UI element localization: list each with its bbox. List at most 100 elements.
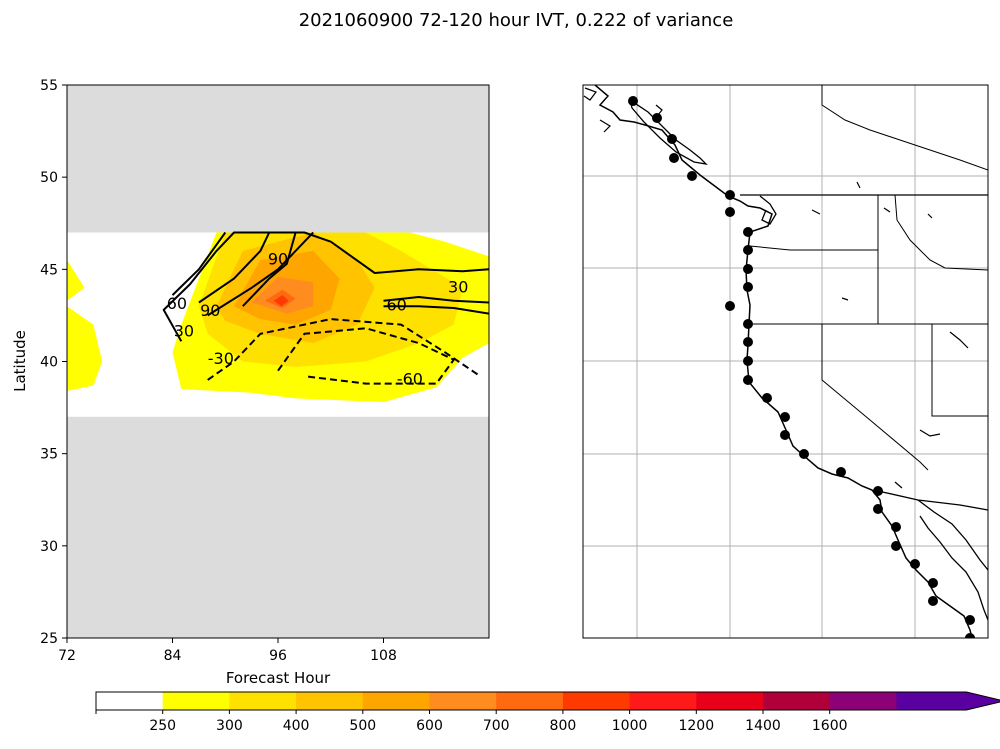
figure-title: 2021060900 72-120 hour IVT, 0.222 of var… — [299, 10, 734, 31]
track-point — [743, 375, 753, 385]
colorbar-segment — [296, 692, 364, 710]
track-point — [873, 504, 883, 514]
track-point — [799, 449, 809, 459]
track-point — [891, 522, 901, 532]
contour-label: 60 — [387, 296, 407, 315]
track-point — [873, 486, 883, 496]
northern-islands — [583, 87, 663, 133]
colorbar-extend-arrow — [896, 692, 1000, 710]
y-axis-ticks: 25 30 35 40 45 50 55 — [40, 78, 67, 647]
track-point — [725, 207, 735, 217]
track-point — [910, 559, 920, 569]
track-point — [743, 319, 753, 329]
track-point — [965, 633, 975, 638]
track-point — [743, 245, 753, 255]
x-tick-label: 84 — [164, 648, 182, 664]
colorbar-segment — [696, 692, 764, 710]
track-point — [965, 615, 975, 625]
y-tick-label: 35 — [40, 447, 58, 463]
track-point — [652, 113, 662, 123]
y-tick-label: 25 — [40, 631, 58, 647]
track-point — [687, 171, 697, 181]
y-tick-label: 50 — [40, 170, 58, 186]
negative-contour — [207, 318, 481, 381]
colorbar-tick-label: 600 — [416, 718, 443, 734]
positive-contour — [207, 231, 314, 317]
track-point — [762, 393, 772, 403]
track-point — [743, 337, 753, 347]
state-border-wa-or — [749, 245, 878, 251]
state-border-id-mt — [894, 194, 988, 271]
lakes — [811, 181, 969, 489]
track-point — [743, 264, 753, 274]
y-tick-label: 45 — [40, 262, 58, 278]
positive-contour — [162, 231, 489, 342]
y-tick-label: 55 — [40, 78, 58, 94]
track-point — [743, 282, 753, 292]
positive-contour — [383, 305, 489, 315]
track-point — [928, 596, 938, 606]
colorbar-tick-label: 700 — [483, 718, 510, 734]
track-point — [780, 412, 790, 422]
positive-contour — [242, 232, 297, 307]
ivt-contour-panel: 30 30 60 60 90 90 -30 -60 72 84 96 108 25 30 35 40 45 5… — [11, 78, 490, 687]
contour-label: -60 — [397, 369, 423, 388]
track-point — [780, 430, 790, 440]
state-border-ca-nv — [821, 324, 929, 471]
x-tick-label: 96 — [269, 648, 287, 664]
state-border-ut-az — [931, 324, 988, 417]
colorbar-segment — [429, 692, 497, 710]
contour-label: 60 — [167, 294, 187, 313]
colorbar-segment — [229, 692, 297, 710]
track-point — [928, 578, 938, 588]
track-points — [628, 96, 975, 638]
colorbar-segment — [829, 692, 897, 710]
x-axis-ticks: 72 84 96 108 — [58, 638, 397, 664]
us-mexico-border — [877, 490, 988, 511]
vancouver-island — [628, 98, 708, 165]
track-point — [743, 227, 753, 237]
canada-provinces — [821, 85, 988, 171]
track-point — [743, 356, 753, 366]
puget-sound — [759, 195, 777, 225]
colorbar-tick-label: 400 — [283, 718, 310, 734]
contour-label: 90 — [200, 301, 220, 320]
variance-contour-lines — [162, 231, 489, 385]
x-tick-label: 108 — [370, 648, 397, 664]
track-point — [667, 134, 677, 144]
track-point — [725, 301, 735, 311]
map-frame — [582, 84, 989, 639]
positive-contour — [198, 232, 271, 304]
colorbar-segment — [629, 692, 697, 710]
track-point — [628, 96, 638, 106]
negative-contour — [277, 327, 455, 385]
west-coast-map-panel — [582, 84, 989, 639]
colorbar-segment — [496, 692, 564, 710]
colorbar-tick-label: 800 — [550, 718, 577, 734]
positive-contour — [171, 231, 227, 296]
y-tick-label: 30 — [40, 539, 58, 555]
y-tick-label: 40 — [40, 355, 58, 371]
colorbar-tick-label: 300 — [216, 718, 243, 734]
colorbar-tick-label: 1600 — [812, 718, 848, 734]
ivt-fill-250 — [67, 260, 103, 391]
colorbar-segment — [763, 692, 831, 710]
track-point — [725, 190, 735, 200]
y-axis-label: Latitude — [11, 330, 29, 392]
track-point — [836, 467, 846, 477]
ivt-filled-contours — [67, 232, 489, 417]
colorbar-tick-label: 500 — [349, 718, 376, 734]
colorbar-segment — [162, 692, 230, 710]
ivt-colorbar: 250 300 400 500 600 700 800 1000 1200 1400 1600 — [95, 691, 1000, 734]
colorbar-outline — [95, 691, 1000, 711]
baja-inner-coast — [919, 515, 988, 621]
positive-contour — [383, 296, 489, 304]
contour-labels: 30 30 60 60 90 90 -30 -60 — [167, 250, 469, 389]
ivt-fill-800 — [273, 295, 289, 307]
contour-label: 90 — [268, 250, 288, 269]
colorbar-tick-label: 250 — [149, 718, 176, 734]
contour-label: -30 — [208, 349, 234, 368]
colorbar-segment — [96, 692, 164, 710]
contour-label: 30 — [174, 322, 194, 341]
